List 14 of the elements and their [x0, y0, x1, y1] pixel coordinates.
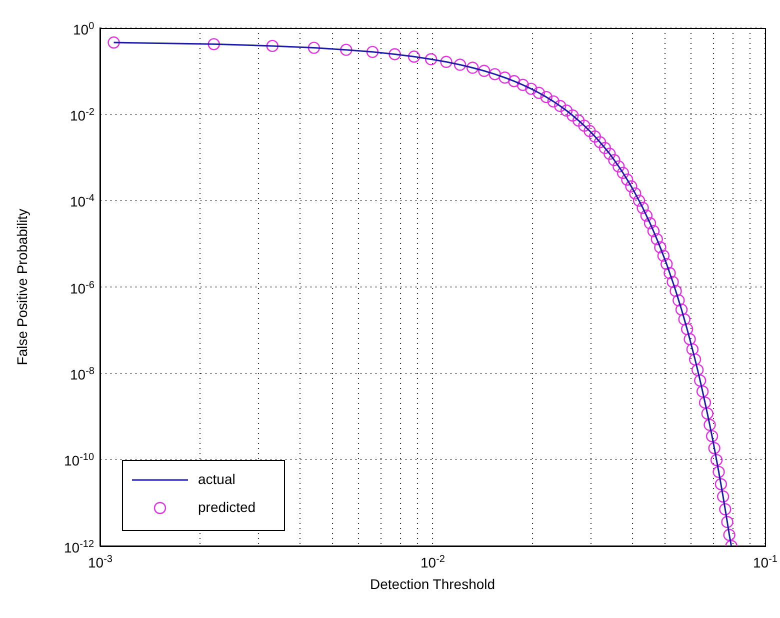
- y-tick-label: 10$^{-4}$: [70, 192, 94, 210]
- legend-label: actual: [198, 470, 236, 487]
- y-tick-label: 10$^{-6}$: [70, 278, 94, 296]
- x-tick-label: 10$^{-1}$: [753, 553, 778, 571]
- x-axis-title: Detection Threshold: [370, 576, 496, 592]
- y-tick-label: 10$^{-10}$: [64, 451, 94, 469]
- y-axis-title: False Positive Probability: [14, 208, 30, 366]
- legend-label: predicted: [198, 498, 256, 515]
- y-tick-label: 10$^{-2}$: [70, 106, 94, 124]
- x-tick-label: 10$^{-2}$: [420, 553, 445, 571]
- y-tick-label: 10$^{-12}$: [64, 538, 94, 556]
- y-tick-label: 10$^{-8}$: [70, 364, 94, 382]
- x-tick-label: 10$^{-3}$: [88, 553, 112, 571]
- y-tick-label: 10$^{0}$: [73, 20, 94, 38]
